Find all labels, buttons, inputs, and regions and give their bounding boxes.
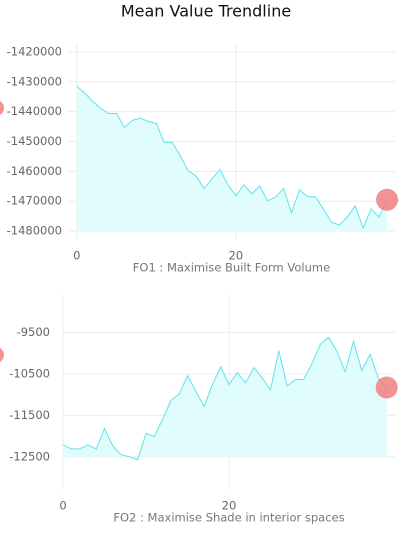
x-tick-label: 20 [229, 249, 244, 263]
y-tick-label: -11500 [9, 408, 50, 422]
x-tick-label: 0 [59, 499, 66, 513]
x-tick-label: 20 [222, 499, 237, 513]
x-tick-label: 0 [73, 249, 80, 263]
x-axis-label: FO1 : Maximise Built Form Volume [133, 261, 330, 275]
chart-title: Mean Value Trendline [121, 2, 291, 21]
y-tick-label: -1480000 [7, 224, 62, 238]
y-tick-label: -1450000 [7, 134, 62, 148]
line [62, 336, 388, 461]
y-tick-label: -1470000 [7, 194, 62, 208]
area [76, 86, 388, 232]
decoration [0, 348, 4, 362]
line [76, 85, 388, 230]
y-tick-label: -1430000 [7, 74, 62, 88]
area [63, 337, 387, 460]
decoration [0, 101, 4, 115]
y-tick-label: -10500 [9, 366, 50, 380]
highlight-marker [376, 188, 399, 211]
y-tick-label: -1420000 [7, 44, 62, 58]
y-tick-label: -1460000 [7, 164, 62, 178]
y-tick-label: -1440000 [7, 104, 62, 118]
highlight-marker [375, 376, 398, 399]
x-axis-label: FO2 : Maximise Shade in interior spaces [113, 511, 344, 525]
y-tick-label: -12500 [9, 449, 50, 463]
y-tick-label: -9500 [17, 325, 50, 339]
